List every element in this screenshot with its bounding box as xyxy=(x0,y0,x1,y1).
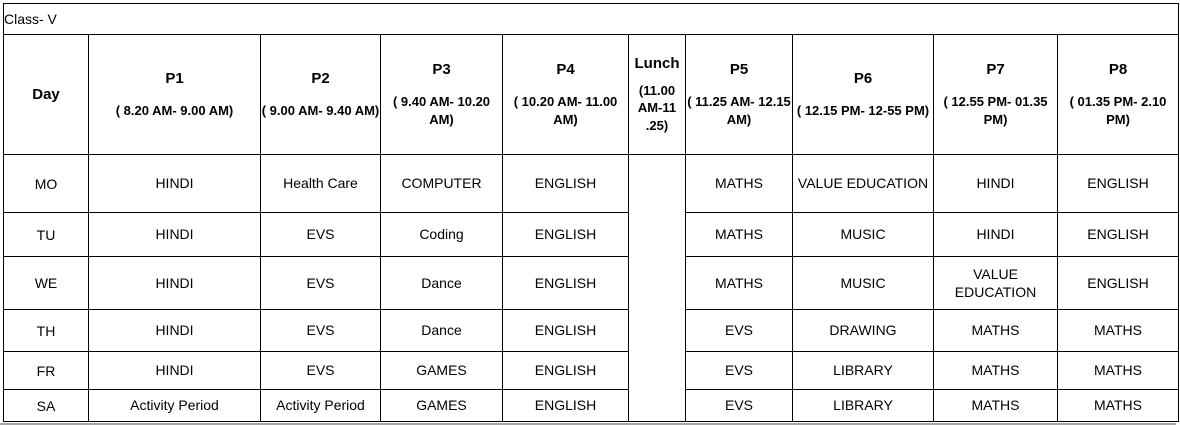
subject-cell: ENGLISH xyxy=(502,154,629,213)
subject-cell: Activity Period xyxy=(260,389,381,422)
period-time: ( 12.15 PM- 12-55 PM) xyxy=(796,102,930,118)
subject-cell: MUSIC xyxy=(792,212,934,257)
class-title: Class- V xyxy=(3,3,1179,35)
subject-cell: EVS xyxy=(685,351,793,390)
period-header-p6: P6 ( 12.15 PM- 12-55 PM) xyxy=(792,34,934,155)
subject-cell: MATHS xyxy=(1057,309,1179,352)
subject-cell: EVS xyxy=(260,212,381,257)
period-label: P5 xyxy=(729,60,749,78)
subject-cell: HINDI xyxy=(933,212,1058,257)
period-time: ( 9.00 AM- 9.40 AM) xyxy=(261,102,380,118)
lunch-label: Lunch xyxy=(634,54,680,72)
subject-cell: MATHS xyxy=(933,351,1058,390)
subject-cell: EVS xyxy=(685,309,793,352)
period-label: P4 xyxy=(556,60,575,78)
subject-cell: HINDI xyxy=(933,154,1058,213)
row-wednesday: WE HINDI EVS Dance ENGLISH MATHS MUSIC V… xyxy=(3,256,1179,310)
day-cell: TU xyxy=(3,212,89,257)
subject-cell: GAMES xyxy=(380,351,503,390)
period-label: P6 xyxy=(853,69,873,87)
subject-cell: Dance xyxy=(380,256,503,310)
subject-cell: EVS xyxy=(260,256,381,310)
lunch-merged-cell xyxy=(628,154,686,422)
subject-cell: LIBRARY xyxy=(792,351,934,390)
period-header-p3: P3 ( 9.40 AM- 10.20 AM) xyxy=(380,34,503,155)
subject-cell: ENGLISH xyxy=(502,256,629,310)
subject-cell: HINDI xyxy=(88,309,261,352)
period-header-p7: P7 ( 12.55 PM- 01.35 PM) xyxy=(933,34,1058,155)
subject-cell: MUSIC xyxy=(792,256,934,310)
subject-cell: MATHS xyxy=(933,309,1058,352)
header-row: Day P1 ( 8.20 AM- 9.00 AM) P2 ( 9.00 AM-… xyxy=(3,34,1179,155)
subject-cell: HINDI xyxy=(88,256,261,310)
period-time: ( 8.20 AM- 9.00 AM) xyxy=(115,102,234,118)
period-label: P2 xyxy=(311,69,330,87)
subject-cell: Dance xyxy=(380,309,503,352)
day-cell: TH xyxy=(3,309,89,352)
subject-cell: MATHS xyxy=(933,389,1058,422)
subject-cell: EVS xyxy=(260,351,381,390)
subject-cell: MATHS xyxy=(685,154,793,213)
row-friday: FR HINDI EVS GAMES ENGLISH EVS LIBRARY M… xyxy=(3,351,1179,390)
row-tuesday: TU HINDI EVS Coding ENGLISH MATHS MUSIC … xyxy=(3,212,1179,257)
period-label: P7 xyxy=(986,60,1005,78)
subject-cell: MATHS xyxy=(1057,351,1179,390)
subject-cell: COMPUTER xyxy=(380,154,503,213)
subject-cell: ENGLISH xyxy=(1057,154,1179,213)
subject-cell: ENGLISH xyxy=(502,351,629,390)
day-cell: WE xyxy=(3,256,89,310)
row-saturday: SA Activity Period Activity Period GAMES… xyxy=(3,389,1179,422)
day-cell: FR xyxy=(3,351,89,390)
subject-cell: ENGLISH xyxy=(1057,212,1179,257)
title-row: Class- V xyxy=(3,3,1179,35)
subject-cell: HINDI xyxy=(88,351,261,390)
period-time: ( 11.25 AM- 12.15 AM) xyxy=(687,94,791,127)
subject-cell: Health Care xyxy=(260,154,381,213)
subject-cell: EVS xyxy=(685,389,793,422)
bottom-divider-line xyxy=(0,423,1176,425)
subject-cell: Coding xyxy=(380,212,503,257)
period-label: P3 xyxy=(432,60,451,78)
day-header-label: Day xyxy=(32,85,60,103)
period-header-p8: P8 ( 01.35 PM- 2.10 PM) xyxy=(1057,34,1179,155)
period-label: P8 xyxy=(1108,60,1128,78)
subject-cell: EVS xyxy=(260,309,381,352)
subject-cell: Activity Period xyxy=(88,389,261,422)
period-time: ( 10.20 AM- 11.00 AM) xyxy=(513,94,618,127)
subject-cell: VALUE EDUCATION xyxy=(933,256,1058,310)
subject-cell: ENGLISH xyxy=(502,309,629,352)
period-time: ( 9.40 AM- 10.20 AM) xyxy=(392,94,491,127)
class-timetable: Class- V Day P1 ( 8.20 AM- 9.00 AM) P2 (… xyxy=(3,3,1179,422)
period-time: ( 01.35 PM- 2.10 PM) xyxy=(1069,94,1167,127)
day-cell: MO xyxy=(3,154,89,213)
day-cell: SA xyxy=(3,389,89,422)
lunch-column-header: Lunch (11.00 AM-11 .25) xyxy=(628,34,686,155)
period-label: P1 xyxy=(165,69,184,87)
period-header-p5: P5 ( 11.25 AM- 12.15 AM) xyxy=(685,34,793,155)
subject-cell: DRAWING xyxy=(792,309,934,352)
lunch-time: (11.00 AM-11 .25) xyxy=(637,82,677,133)
subject-cell: HINDI xyxy=(88,154,261,213)
subject-cell: MATHS xyxy=(685,212,793,257)
subject-cell: MATHS xyxy=(685,256,793,310)
period-header-p1: P1 ( 8.20 AM- 9.00 AM) xyxy=(88,34,261,155)
subject-cell: ENGLISH xyxy=(502,389,629,422)
period-header-p2: P2 ( 9.00 AM- 9.40 AM) xyxy=(260,34,381,155)
period-header-p4: P4 ( 10.20 AM- 11.00 AM) xyxy=(502,34,629,155)
row-thursday: TH HINDI EVS Dance ENGLISH EVS DRAWING M… xyxy=(3,309,1179,352)
subject-cell: LIBRARY xyxy=(792,389,934,422)
subject-cell: MATHS xyxy=(1057,389,1179,422)
subject-cell: VALUE EDUCATION xyxy=(792,154,934,213)
subject-cell: ENGLISH xyxy=(502,212,629,257)
subject-cell: ENGLISH xyxy=(1057,256,1179,310)
subject-cell: GAMES xyxy=(380,389,503,422)
day-column-header: Day xyxy=(3,34,89,155)
period-time: ( 12.55 PM- 01.35 PM) xyxy=(943,94,1048,127)
row-monday: MO HINDI Health Care COMPUTER ENGLISH MA… xyxy=(3,154,1179,422)
subject-cell: HINDI xyxy=(88,212,261,257)
